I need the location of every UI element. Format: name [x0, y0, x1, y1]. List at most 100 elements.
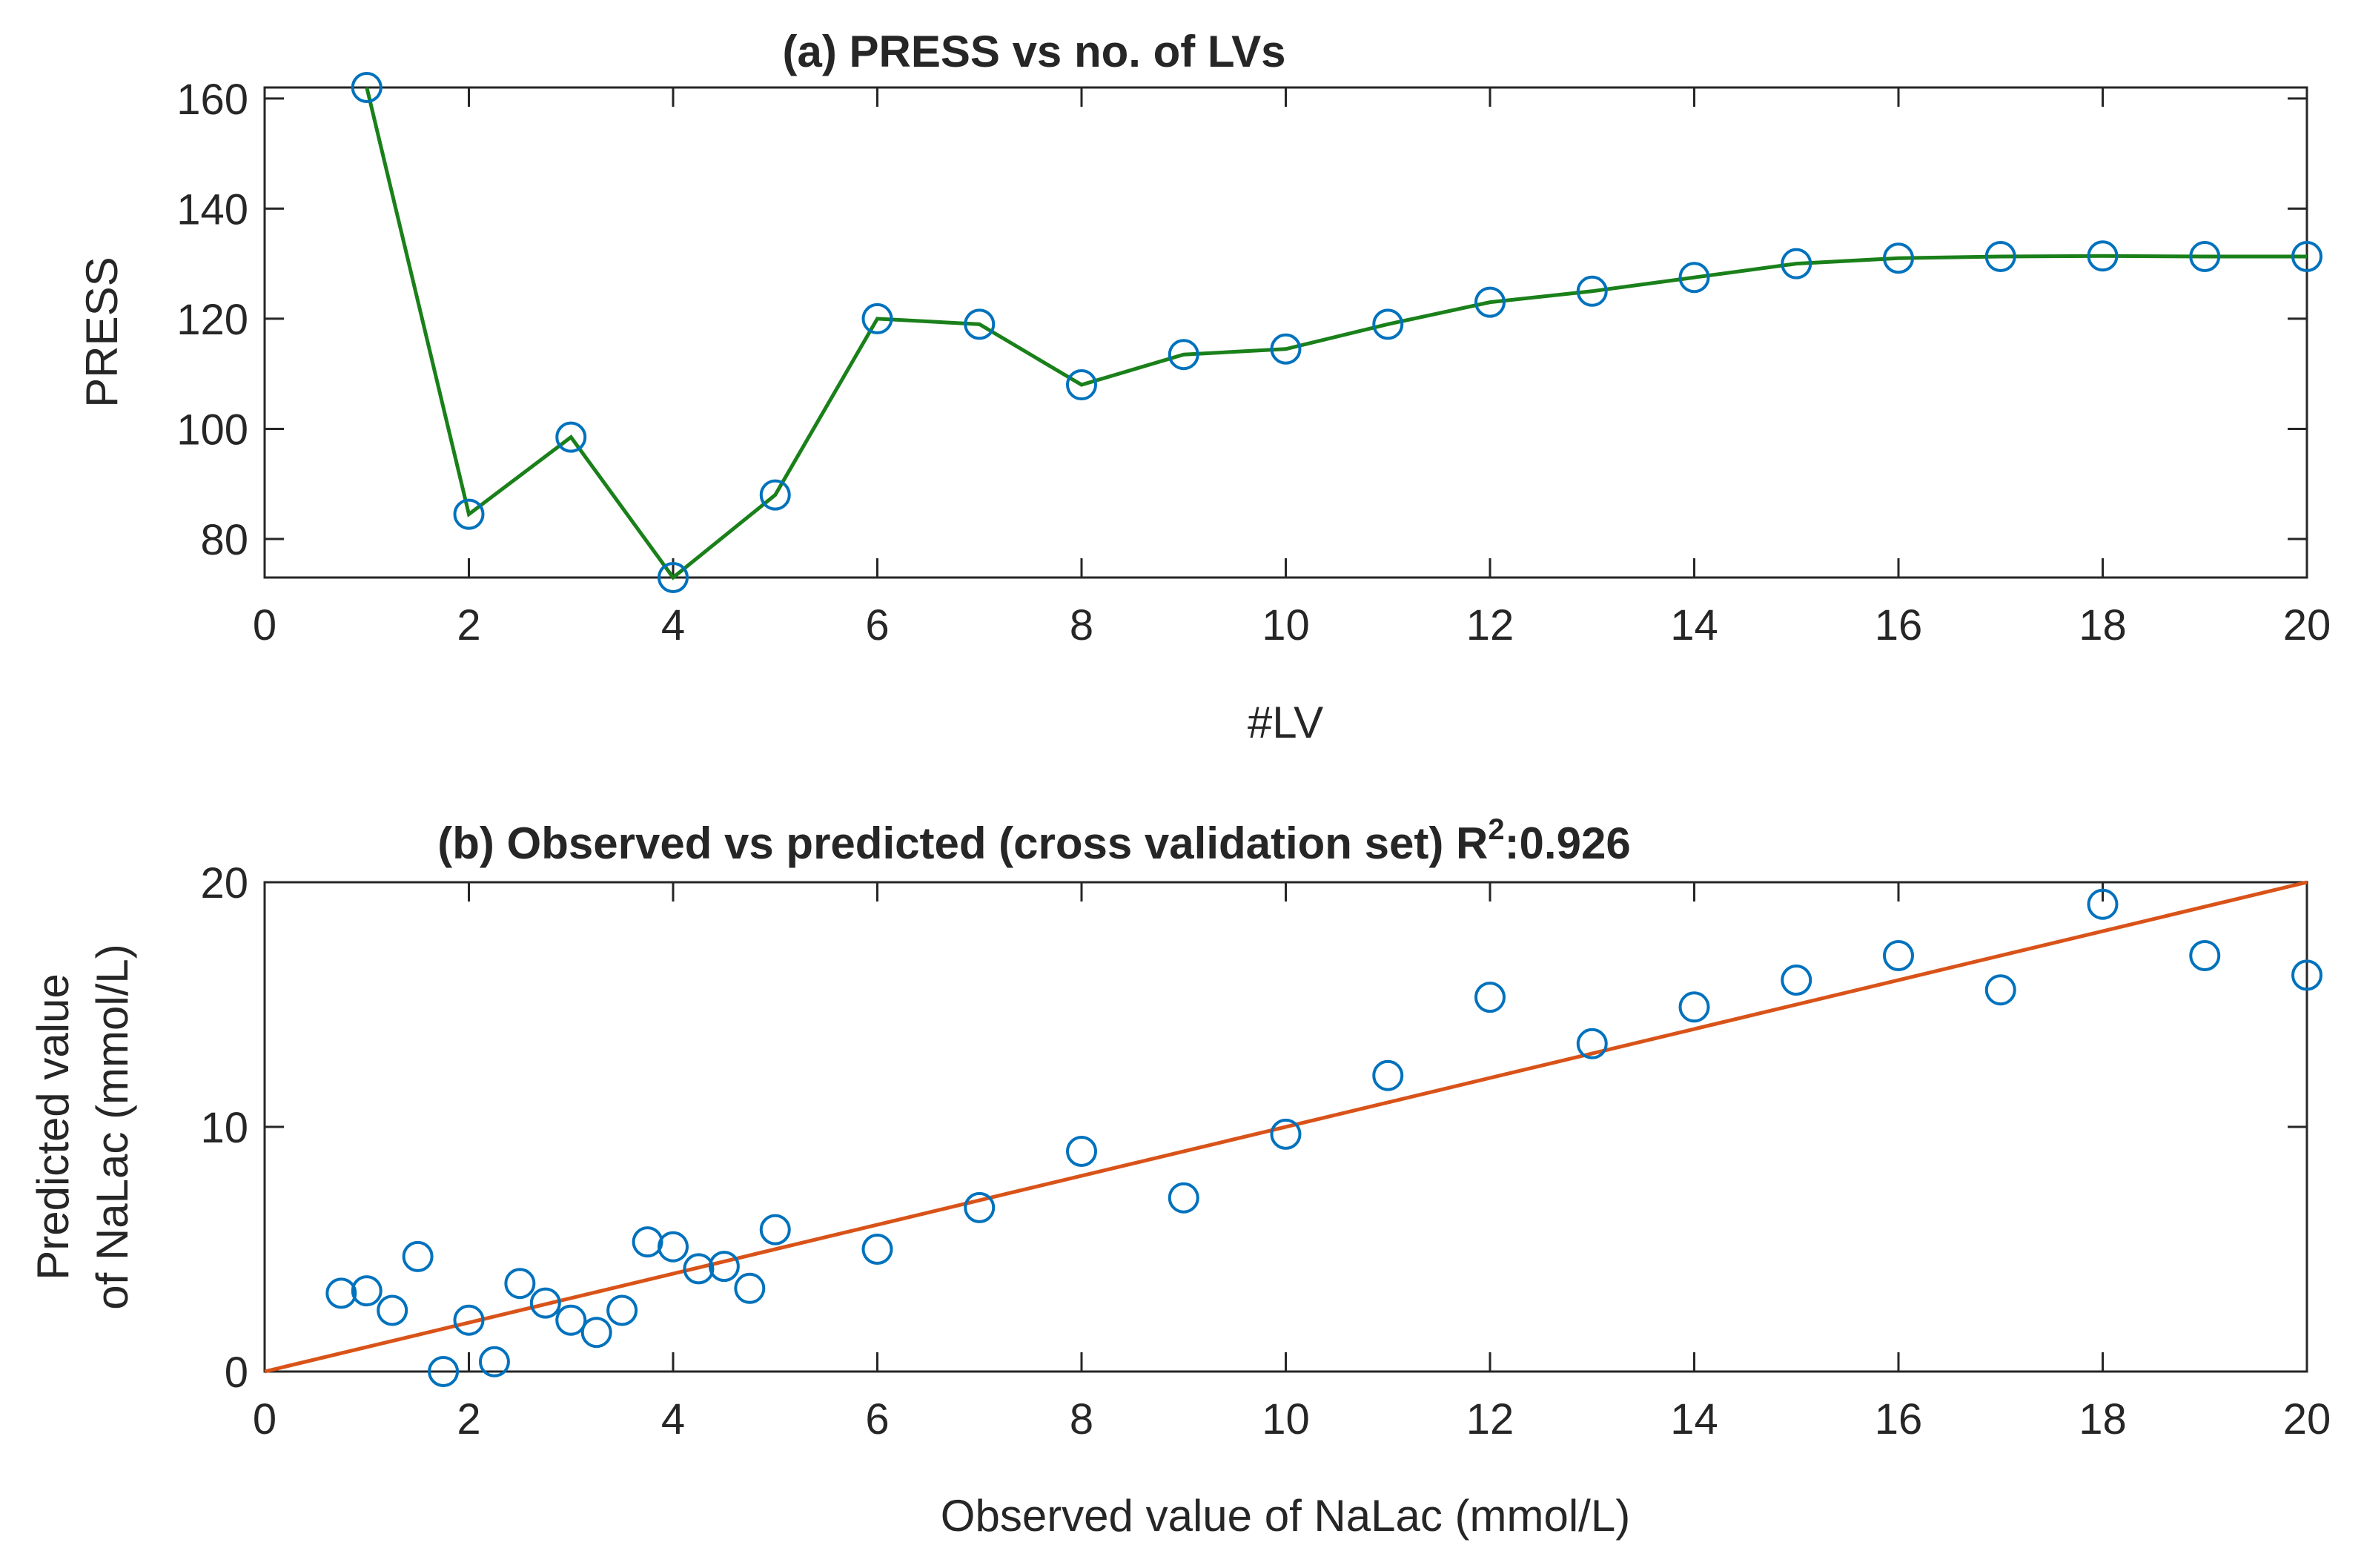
- panel-b-marker: [1781, 965, 1812, 996]
- panel-b-marker: [683, 1253, 715, 1285]
- panel-b-marker: [529, 1287, 561, 1319]
- panel-a-x-ticks: 0 2 4 6 8 10 12 14 16 18 20: [253, 87, 2331, 649]
- panel-a-marker: [1883, 242, 1914, 274]
- panel-b-y-tick-label: 20: [200, 859, 248, 907]
- panel-b-marker: [759, 1214, 791, 1246]
- panel-b-marker: [1066, 1136, 1097, 1167]
- panel-b-marker: [1168, 1182, 1199, 1214]
- panel-a-x-tick-label: 0: [253, 601, 277, 649]
- panel-b-x-tick-label: 18: [2079, 1395, 2127, 1443]
- panel-a-y-ticks: 80 100 120 140 160: [176, 76, 2307, 564]
- panel-b-plot-area: [264, 880, 2322, 1387]
- panel-a-y-tick-label: 100: [176, 406, 248, 454]
- panel-b-marker: [2291, 959, 2322, 991]
- panel-a-x-tick-label: 6: [865, 601, 889, 649]
- panel-a-marker: [1984, 241, 2016, 273]
- panel-a-x-tick-label: 16: [1875, 601, 1923, 649]
- panel-a-y-tick-label: 80: [200, 516, 248, 564]
- panel-a-y-tick-label: 160: [176, 76, 248, 124]
- panel-b-x-tick-label: 4: [661, 1395, 685, 1443]
- panel-b-marker: [1372, 1059, 1404, 1091]
- panel-b-x-tick-label: 16: [1875, 1395, 1923, 1443]
- panel-b-marker: [1270, 1118, 1302, 1150]
- panel-b-title: (b) Observed vs predicted (cross validat…: [437, 813, 1630, 868]
- panel-a-marker: [1678, 262, 1710, 294]
- panel-b-marker: [377, 1294, 408, 1326]
- panel-b-marker: [861, 1234, 893, 1265]
- panel-a-marker: [964, 308, 996, 340]
- panel-b-observed-vs-predicted: (b) Observed vs predicted (cross validat…: [28, 813, 2331, 1541]
- panel-a-marker: [453, 498, 485, 530]
- panel-a-y-tick-label: 140: [176, 185, 248, 234]
- panel-a-y-label: PRESS: [77, 257, 127, 407]
- panel-a-marker: [1576, 275, 1608, 307]
- panel-b-x-tick-label: 2: [457, 1395, 480, 1443]
- panel-a-x-tick-label: 2: [457, 601, 480, 649]
- panel-b-marker: [428, 1356, 460, 1387]
- panel-b-marker: [504, 1268, 536, 1300]
- panel-a-marker: [351, 72, 383, 103]
- panel-a-marker: [759, 479, 791, 511]
- panel-a-marker: [2189, 241, 2221, 273]
- panel-b-x-tick-label: 10: [1262, 1395, 1310, 1443]
- panel-b-title-value: :0.926: [1505, 818, 1631, 868]
- panel-b-marker: [964, 1191, 996, 1223]
- panel-b-marker: [478, 1346, 510, 1377]
- panel-a-x-tick-label: 20: [2283, 601, 2331, 649]
- panel-b-marker: [453, 1304, 485, 1336]
- panel-b-marker: [734, 1272, 766, 1304]
- panel-b-marker: [1984, 974, 2016, 1006]
- panel-a-x-tick-label: 8: [1070, 601, 1093, 649]
- panel-a-plot-area: [351, 72, 2322, 593]
- panel-a-marker: [1168, 339, 1199, 371]
- panel-b-x-label: Observed value of NaLac (mmol/L): [941, 1491, 1630, 1541]
- panel-b-marker: [606, 1294, 638, 1326]
- panel-b-x-tick-label: 20: [2283, 1395, 2331, 1443]
- panel-b-y-tick-label: 10: [200, 1104, 248, 1152]
- panel-a-marker: [658, 562, 689, 593]
- panel-b-marker: [708, 1251, 740, 1283]
- panel-b-marker: [580, 1317, 612, 1349]
- panel-b-marker: [1678, 991, 1710, 1023]
- panel-b-y-label-line-1: Predicted value: [28, 973, 78, 1280]
- panel-a-press-line: [365, 87, 2307, 580]
- panel-a-axes-frame: [263, 86, 2308, 579]
- panel-b-title-main: (b) Observed vs predicted (cross validat…: [437, 818, 1488, 868]
- panel-b-marker: [402, 1240, 434, 1272]
- panel-b-x-tick-label: 14: [1670, 1395, 1718, 1443]
- panel-a-marker: [1372, 308, 1404, 340]
- panel-a-x-tick-label: 10: [1262, 601, 1310, 649]
- panel-a-marker: [861, 302, 893, 334]
- panel-a-marker: [1066, 369, 1097, 401]
- panel-b-y-label-line-2: of NaLac (mmol/L): [87, 944, 137, 1309]
- panel-b-x-ticks: 0 2 4 6 8 10 12 14 16 18 20: [253, 882, 2331, 1443]
- panel-b-marker: [632, 1226, 663, 1258]
- panel-a-press-vs-lv: (a) PRESS vs no. of LVs 0 2 4 6 8 10 12 14 16 18 2…: [77, 27, 2331, 747]
- panel-a-x-tick-label: 12: [1466, 601, 1514, 649]
- panel-a-x-tick-label: 4: [661, 601, 685, 649]
- panel-b-fit-line: [264, 880, 2308, 1374]
- panel-b-x-tick-label: 8: [1070, 1395, 1093, 1443]
- panel-b-x-tick-label: 0: [253, 1395, 277, 1443]
- panel-b-y-tick-label: 0: [225, 1349, 248, 1397]
- panel-a-marker: [1781, 248, 1812, 279]
- panel-a-x-label: #LV: [1248, 698, 1323, 747]
- panel-a-marker: [1474, 286, 1506, 318]
- panel-b-x-tick-label: 12: [1466, 1395, 1514, 1443]
- panel-a-marker: [2291, 241, 2322, 273]
- panel-a-x-tick-label: 18: [2079, 601, 2127, 649]
- panel-a-marker: [1270, 333, 1302, 365]
- panel-b-marker: [1883, 940, 1914, 971]
- panel-a-y-tick-label: 120: [176, 296, 248, 344]
- panel-b-marker: [2087, 888, 2119, 920]
- panel-b-marker: [658, 1231, 689, 1263]
- panel-b-x-tick-label: 6: [865, 1395, 889, 1443]
- panel-b-marker: [1576, 1028, 1608, 1059]
- panel-b-marker: [2189, 940, 2221, 971]
- panel-b-marker: [1474, 982, 1506, 1013]
- panel-a-title: (a) PRESS vs no. of LVs: [782, 27, 1285, 76]
- panel-a-marker: [555, 421, 587, 453]
- panel-b-marker: [351, 1275, 383, 1307]
